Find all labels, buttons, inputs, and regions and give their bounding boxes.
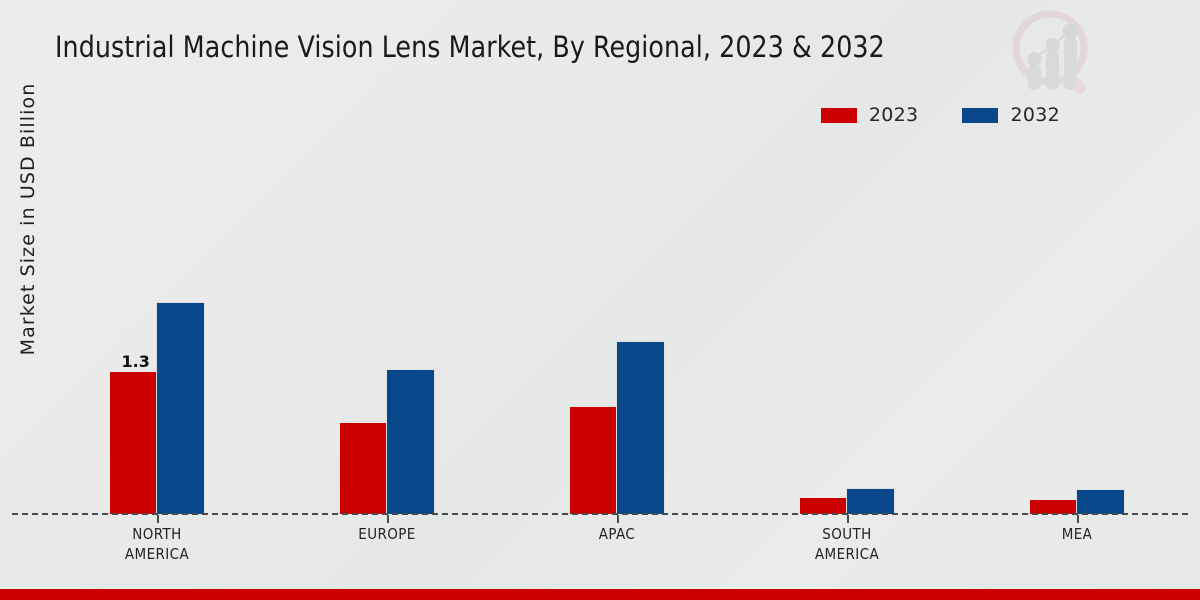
- legend-item-2032[interactable]: 2032: [962, 104, 1060, 126]
- x-axis-tick-apac: [617, 515, 619, 523]
- x-axis-label-line: APAC: [598, 525, 636, 543]
- footer-accent-strip: [0, 589, 1200, 600]
- bar-value-label-2023-north-america: 1.3: [121, 352, 150, 372]
- bar-2023-mea[interactable]: [1030, 500, 1079, 514]
- bar-2023-europe[interactable]: [340, 422, 389, 514]
- legend-swatch-2023: [820, 107, 857, 123]
- bar-2023-north-america[interactable]: [110, 372, 159, 514]
- bar-2032-mea[interactable]: [1077, 490, 1124, 514]
- x-axis-line: [12, 513, 1188, 515]
- x-axis-label-line: EUROPE: [358, 525, 416, 543]
- bar-2032-south-america[interactable]: [847, 489, 894, 514]
- x-axis-label-line: SOUTH: [822, 525, 872, 543]
- bar-2032-apac[interactable]: [617, 341, 664, 514]
- x-axis-tick-europe: [387, 515, 389, 523]
- chart-title: Industrial Machine Vision Lens Market, B…: [55, 30, 885, 64]
- legend-label-2023: 2023: [868, 104, 919, 126]
- legend-item-2023[interactable]: 2023: [820, 104, 919, 126]
- legend-swatch-2032: [962, 107, 999, 123]
- x-axis-label-mea: MEA: [977, 524, 1177, 544]
- chart-legend: 2023 2032: [820, 104, 1060, 126]
- x-axis-label-line: AMERICA: [124, 545, 190, 563]
- x-axis-label-north-america: NORTH AMERICA: [57, 524, 257, 564]
- legend-label-2032: 2032: [1010, 104, 1060, 126]
- bar-2023-apac[interactable]: [570, 406, 619, 514]
- bar-2032-north-america[interactable]: [157, 303, 204, 514]
- x-axis-label-apac: APAC: [517, 524, 717, 544]
- x-axis-label-line: AMERICA: [814, 545, 880, 563]
- x-axis-tick-north-america: [157, 515, 159, 523]
- x-axis-label-europe: EUROPE: [287, 524, 487, 544]
- x-axis-label-line: MEA: [1061, 525, 1093, 543]
- bar-2032-europe[interactable]: [387, 369, 434, 514]
- x-axis-tick-south-america: [847, 515, 849, 523]
- x-axis-label-south-america: SOUTH AMERICA: [747, 524, 947, 564]
- x-axis-tick-mea: [1077, 515, 1079, 523]
- x-axis-label-line: NORTH: [132, 525, 182, 543]
- bar-2023-south-america[interactable]: [800, 498, 849, 514]
